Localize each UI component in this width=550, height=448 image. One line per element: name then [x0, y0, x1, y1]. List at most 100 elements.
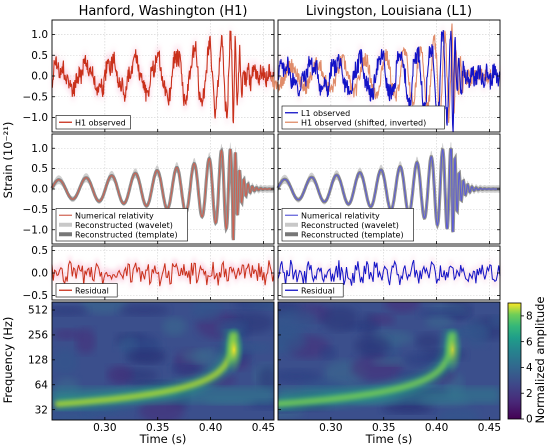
- legend-l1-row3-box: [281, 283, 344, 298]
- spectrogram-texture: [52, 306, 89, 316]
- spectrogram-texture: [52, 349, 78, 375]
- legend-entry: Reconstructed (template): [75, 230, 178, 239]
- xlabel-time-left: Time (s): [139, 432, 187, 446]
- l1-row4-frame: [277, 301, 501, 421]
- spectrogram-texture: [278, 369, 322, 384]
- y-tick-label-row1: 1.0: [31, 29, 48, 41]
- ticks: 1.0 0.5 0.0 −0.5 −1.0 1.0 0.5 0.0 −0.5 −1.0 0.5 0.0…: [23, 29, 502, 434]
- spectrogram-texture: [233, 302, 274, 311]
- spectrogram-texture: [106, 365, 133, 385]
- y-tick-label-row2: −0.5: [23, 204, 49, 216]
- title-l1: Livingston, Louisiana (L1): [306, 4, 472, 19]
- legend-h1-row3-box: [55, 283, 118, 298]
- colorbar-tick-label: 8: [526, 310, 533, 322]
- y-tick-label-row1: 0.5: [31, 50, 48, 62]
- colorbar-tick-label: 6: [526, 336, 533, 348]
- legend-entry: Residual: [75, 286, 109, 295]
- colorbar: [507, 302, 522, 420]
- spectrogram-texture: [419, 308, 468, 319]
- chirp-track: [54, 332, 237, 408]
- x-tick-label: 0.40: [199, 422, 222, 434]
- legend-h1-row1: H1 observed: [55, 115, 131, 130]
- l1-residual-envelope: [278, 253, 500, 293]
- y-tick-label-frequency: 256: [28, 330, 48, 342]
- spectrogram-texture: [403, 351, 444, 368]
- x-tick-label: 0.30: [93, 422, 116, 434]
- spectrogram-texture: [53, 328, 82, 340]
- colorbar-tick-label: 4: [526, 362, 533, 374]
- xlabel-time-right: Time (s): [365, 432, 413, 446]
- spectrogram-texture: [488, 315, 500, 329]
- spectrogram-texture: [381, 402, 433, 414]
- x-tick-label: 0.35: [372, 422, 395, 434]
- legend-entry: Reconstructed (template): [301, 230, 404, 239]
- spectrogram-texture: [437, 407, 480, 420]
- h1-row4-frame: [51, 301, 275, 421]
- y-tick-label-row2: 0.5: [31, 163, 48, 175]
- spectrogram-texture: [369, 313, 395, 326]
- legend-h1-row3: Residual: [55, 283, 118, 298]
- legend-entry: Numerical relativity: [301, 211, 380, 220]
- legend-entry: H1 observed: [75, 118, 126, 127]
- y-tick-label-row1: −1.0: [23, 112, 49, 124]
- legend-entry: L1 observed: [301, 109, 350, 118]
- l1-residual-line: [277, 259, 501, 286]
- spectrogram-texture: [425, 316, 454, 329]
- y-tick-label-frequency: 32: [35, 404, 48, 416]
- spectrogram-texture: [191, 302, 222, 323]
- spectrogram-texture: [371, 357, 408, 366]
- spectrogram-texture: [181, 349, 210, 364]
- l1-observed-line: [277, 30, 501, 133]
- colorbar-tick-label: 2: [526, 388, 533, 400]
- y-tick-label-row3: 0.5: [31, 245, 48, 257]
- h1-residual-line: [51, 260, 275, 287]
- h1-numerical-relativity-line: [51, 148, 274, 241]
- legend-h1-row1-box: [55, 115, 131, 130]
- spectrogram-texture: [354, 334, 391, 357]
- y-tick-label-row2: 1.0: [31, 143, 48, 155]
- spectrogram-texture: [162, 317, 187, 336]
- spectrogram-texture: [384, 302, 420, 314]
- colorbar-ticks: 8 6 4 2 0: [521, 310, 533, 426]
- spectrogram-texture: [415, 333, 441, 350]
- title-h1: Hanford, Washington (H1): [79, 4, 248, 19]
- y-tick-label-row3: 0.0: [31, 268, 48, 280]
- chirp-peak: [442, 325, 463, 374]
- colorbar-label: Normalized amplitude: [533, 297, 547, 424]
- spectrogram-texture: [278, 328, 307, 355]
- legend-entry: Residual: [301, 286, 335, 295]
- spectrogram-texture: [125, 348, 162, 364]
- legend-h1-row2-box: [55, 208, 188, 242]
- legend-l1-row1-box: [281, 105, 445, 130]
- legend-l1-row3: Residual: [281, 283, 344, 298]
- chirp-track: [278, 332, 456, 407]
- y-tick-label-frequency: 128: [28, 354, 48, 366]
- x-tick-label: 0.35: [146, 422, 169, 434]
- chirp-peak: [224, 325, 244, 374]
- y-tick-label-row2: −1.0: [23, 224, 49, 236]
- x-tick-label: 0.45: [252, 422, 275, 434]
- spectrogram-texture: [319, 346, 338, 360]
- l1-numerical-relativity-line: [277, 148, 500, 233]
- legend-l1-row2-box: [281, 208, 414, 242]
- l1-spectrogram: [278, 302, 500, 420]
- y-tick-label-row2: 0.0: [31, 184, 48, 196]
- spectrogram-texture: [170, 364, 212, 373]
- ylabel-frequency: Frequency (Hz): [1, 317, 15, 404]
- legend-entry: Reconstructed (wavelet): [75, 221, 173, 230]
- x-tick-label: 0.45: [478, 422, 501, 434]
- h1-spectrogram: [52, 302, 274, 420]
- y-tick-label-frequency: 512: [28, 305, 48, 317]
- x-tick-label: 0.30: [319, 422, 342, 434]
- legend-entry: H1 observed (shifted, inverted): [301, 118, 426, 127]
- spectrogram-texture: [118, 304, 170, 316]
- legend-entry: Reconstructed (wavelet): [301, 221, 399, 230]
- spectrogram-texture: [85, 406, 116, 416]
- h1-observed-line: [51, 30, 275, 124]
- y-tick-label-row1: 0.0: [31, 71, 48, 83]
